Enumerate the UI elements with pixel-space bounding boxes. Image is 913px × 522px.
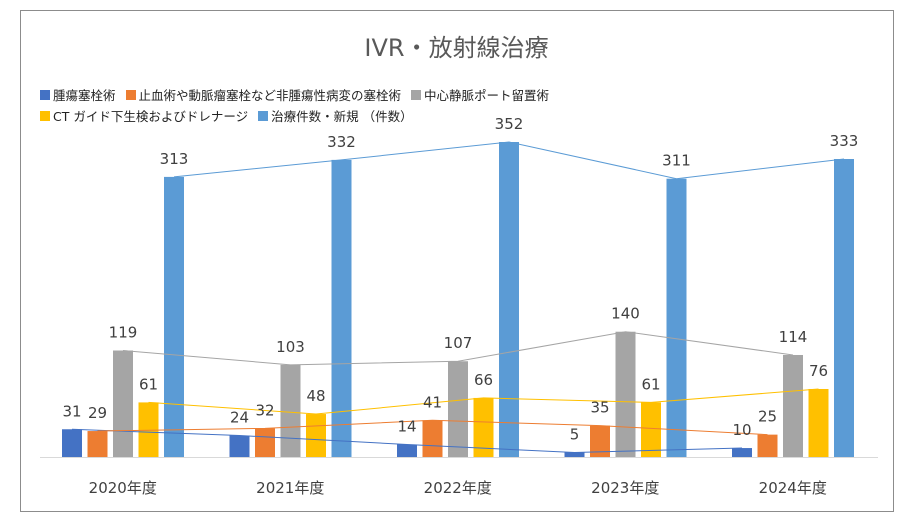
legend-label-2: 中心静脈ポート留置術 — [424, 88, 550, 103]
value-label-0-3: 5 — [570, 426, 580, 444]
value-label-0-0: 31 — [62, 402, 81, 420]
legend-item-3: CT ガイド下生検およびドレナージ — [40, 106, 248, 125]
value-label-3-2: 66 — [474, 371, 493, 389]
bar-3-0 — [138, 402, 159, 457]
bar-3-2 — [473, 397, 494, 457]
bar-4-3 — [666, 178, 687, 457]
value-label-1-4: 25 — [758, 408, 777, 426]
legend-swatch-1 — [125, 89, 136, 100]
value-label-4-2: 352 — [495, 115, 524, 133]
value-label-2-0: 119 — [109, 324, 138, 342]
legend-swatch-3 — [40, 110, 50, 121]
value-label-1-3: 35 — [590, 399, 609, 417]
trendline-2 — [122, 331, 794, 366]
value-label-4-3: 311 — [662, 152, 691, 170]
bar-4-2 — [499, 142, 519, 457]
bar-1-3 — [590, 425, 610, 457]
trendline-0 — [71, 428, 743, 454]
legend-swatch-2 — [411, 89, 422, 100]
bar-2-4 — [783, 354, 803, 457]
value-label-0-1: 24 — [230, 409, 249, 427]
legend-item-4: 治療件数・新規 （件数） — [258, 106, 413, 125]
legend-label-4: 治療件数・新規 （件数） — [271, 109, 413, 124]
bar-0-2 — [397, 444, 417, 457]
bar-3-4 — [808, 388, 829, 457]
legend-swatch-4 — [258, 110, 269, 121]
bar-0-0 — [62, 429, 82, 457]
value-label-0-2: 14 — [397, 417, 416, 435]
legend-row-2: CT ガイド下生検およびドレナージ 治療件数・新規 （件数） — [40, 106, 413, 125]
chart-title: IVR・放射線治療 — [364, 34, 549, 62]
x-tick-label-4: 2024年度 — [759, 479, 827, 497]
trendline-3 — [148, 388, 819, 415]
value-label-3-1: 48 — [306, 387, 325, 405]
bar-4-4 — [834, 159, 854, 457]
value-label-3-4: 76 — [809, 362, 828, 380]
legend-label-3: CT ガイド下生検およびドレナージ — [53, 109, 249, 124]
value-label-2-3: 140 — [611, 305, 640, 323]
trendline-4 — [173, 141, 845, 180]
bar-4-1 — [331, 159, 352, 458]
trendline-1 — [97, 419, 768, 436]
bar-2-3 — [615, 331, 636, 457]
value-label-3-3: 61 — [641, 375, 660, 393]
bar-0-3 — [564, 452, 585, 457]
bar-1-4 — [757, 434, 778, 457]
legend-label-0: 腫瘍塞栓術 — [53, 88, 116, 103]
legend-row-1: 腫瘍塞栓術 止血術や動脈瘤塞栓など非腫瘍性病変の塞栓術 中心静脈ポート留置術 — [40, 85, 549, 104]
value-label-1-1: 32 — [255, 401, 274, 419]
value-label-2-4: 114 — [779, 328, 808, 346]
value-label-1-0: 29 — [88, 404, 107, 422]
bar-0-1 — [229, 435, 250, 457]
bar-2-1 — [280, 364, 301, 457]
bar-2-0 — [113, 350, 133, 457]
legend-item-1: 止血術や動脈瘤塞栓など非腫瘍性病変の塞栓術 — [125, 85, 402, 104]
bar-3-3 — [641, 402, 661, 457]
legend-label-1: 止血術や動脈瘤塞栓など非腫瘍性病変の塞栓術 — [138, 88, 402, 103]
value-label-4-4: 333 — [830, 132, 859, 150]
value-label-4-0: 313 — [160, 150, 189, 168]
bar-1-2 — [422, 420, 443, 457]
bar-2-2 — [448, 361, 468, 457]
value-label-0-4: 10 — [732, 421, 751, 439]
value-label-2-2: 107 — [444, 334, 473, 352]
bar-4-0 — [164, 176, 184, 457]
value-label-3-0: 61 — [139, 375, 158, 393]
legend-swatch-0 — [40, 89, 50, 100]
x-tick-label-1: 2021年度 — [256, 479, 324, 497]
bar-3-1 — [306, 414, 326, 457]
value-label-4-1: 332 — [327, 133, 356, 151]
value-label-1-2: 41 — [423, 393, 442, 411]
bar-1-0 — [87, 431, 108, 457]
x-tick-label-2: 2022年度 — [424, 479, 492, 497]
value-label-2-1: 103 — [276, 338, 305, 356]
legend-item-0: 腫瘍塞栓術 — [40, 85, 116, 104]
bar-1-1 — [255, 428, 275, 457]
legend-item-2: 中心静脈ポート留置術 — [411, 85, 549, 104]
x-tick-label-3: 2023年度 — [591, 479, 659, 497]
x-tick-label-0: 2020年度 — [89, 479, 157, 497]
bar-0-4 — [732, 448, 752, 457]
